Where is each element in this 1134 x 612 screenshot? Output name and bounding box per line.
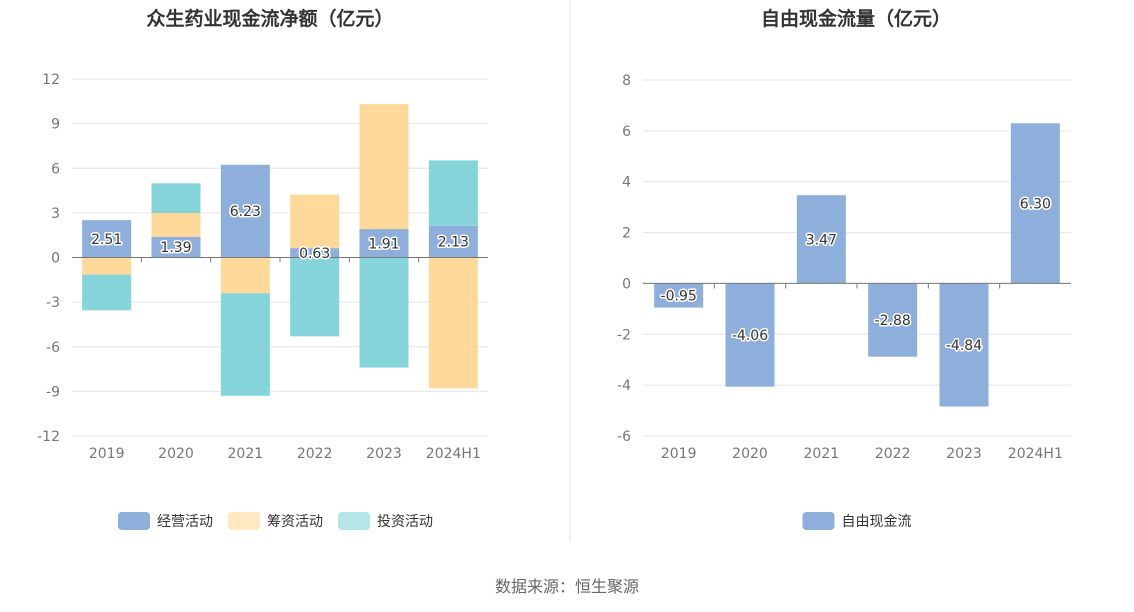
cf-ytick-label: -9 — [46, 384, 60, 400]
cf-bar — [220, 164, 270, 258]
fcf-xtick-label: 2019 — [661, 446, 697, 462]
cf-bar — [220, 293, 270, 396]
cf-xtick-label: 2020 — [158, 446, 194, 462]
cf-legend-swatch — [228, 512, 260, 530]
fcf-xtick-label: 2021 — [804, 446, 840, 462]
cf-legend-swatch — [118, 512, 150, 530]
cf-ytick-label: 0 — [51, 251, 60, 267]
cf-ytick-label: -3 — [46, 295, 60, 311]
cash-flow-net-chart: 众生药业现金流净额（亿元） 12 9 6 3 0 -3 -6 -9 -12 2019 2020 202… — [37, 7, 488, 530]
cf-ytick-label: -6 — [46, 340, 60, 356]
cf-bar — [151, 183, 201, 214]
cf-bar — [428, 257, 478, 389]
cf-bar — [151, 236, 201, 258]
cf-ytick-label: 9 — [51, 117, 60, 133]
cf-data-label: 2.51 — [91, 232, 122, 248]
fcf-ytick-label: 2 — [622, 226, 631, 242]
fcf-ytick-label: 6 — [622, 124, 631, 140]
fcf-ytick-label: 4 — [622, 175, 631, 191]
cf-legend-swatch — [338, 512, 370, 530]
fcf-bar — [725, 283, 775, 387]
fcf-data-label: -0.95 — [661, 289, 697, 305]
fcf-legend-swatch — [802, 512, 835, 530]
fcf-xtick-label: 2022 — [875, 446, 911, 462]
cf-bar — [290, 194, 340, 249]
fcf-xtick-label: 2024H1 — [1008, 446, 1063, 462]
cf-bar — [359, 257, 409, 368]
cf-xtick-label: 2022 — [297, 446, 333, 462]
cf-ytick-label: -12 — [37, 429, 60, 445]
fcf-xtick-label: 2023 — [946, 446, 982, 462]
fcf-bar — [654, 283, 704, 308]
cf-bar — [220, 257, 270, 294]
cf-xtick-label: 2021 — [228, 446, 264, 462]
cf-bar — [359, 229, 409, 258]
fcf-bar — [868, 283, 918, 357]
cf-legend-label: 经营活动 — [157, 514, 213, 530]
cf-data-label: 0.63 — [299, 246, 330, 262]
chart2-title: 自由现金流量（亿元） — [761, 7, 951, 30]
cf-bar — [359, 104, 409, 230]
fcf-data-label: -4.06 — [732, 328, 768, 344]
cf-xtick-label: 2023 — [366, 446, 402, 462]
cf-bar — [290, 248, 340, 258]
cf-data-label: 2.13 — [438, 235, 469, 251]
cf-data-label: 1.39 — [160, 240, 191, 256]
cf-ytick-label: 3 — [51, 206, 60, 222]
cf-bar — [428, 160, 478, 226]
fcf-data-label: -2.88 — [875, 313, 911, 329]
cf-legend-label: 投资活动 — [377, 514, 433, 530]
cf-ytick-label: 12 — [42, 72, 60, 88]
cf-xtick-label: 2019 — [89, 446, 125, 462]
cf-data-label: 6.23 — [230, 204, 261, 220]
free-cash-flow-chart: 自由现金流量（亿元） 8 6 4 2 0 -2 -4 -6 2019 2020 2021 2022 20… — [617, 7, 1071, 530]
cf-data-label: 1.91 — [368, 236, 399, 252]
cf-bar — [82, 220, 132, 258]
fcf-ytick-label: 0 — [622, 276, 631, 292]
chart1-title: 众生药业现金流净额（亿元） — [146, 7, 393, 30]
cf-bar — [82, 274, 132, 311]
fcf-legend-label: 自由现金流 — [842, 514, 912, 530]
cf-legend-label: 筹资活动 — [267, 513, 323, 530]
cf-bar — [82, 257, 132, 275]
fcf-ytick-label: 8 — [622, 73, 631, 89]
cf-bar — [428, 225, 478, 258]
cf-xtick-label: 2024H1 — [426, 446, 481, 462]
fcf-bar — [939, 283, 989, 407]
fcf-data-label: 6.30 — [1020, 196, 1051, 212]
cf-ytick-label: 6 — [51, 161, 60, 177]
cf-bar — [290, 257, 340, 337]
data-source: 数据来源：恒生聚源 — [495, 577, 639, 596]
fcf-ytick-label: -6 — [617, 429, 631, 445]
fcf-bar — [796, 195, 846, 284]
fcf-ytick-label: -4 — [617, 378, 631, 394]
fcf-ytick-label: -2 — [617, 327, 631, 343]
fcf-xtick-label: 2020 — [732, 446, 768, 462]
fcf-data-label: -4.84 — [946, 338, 982, 354]
cf-bar — [151, 213, 201, 237]
fcf-data-label: 3.47 — [806, 232, 837, 248]
fcf-bar — [1010, 123, 1060, 284]
